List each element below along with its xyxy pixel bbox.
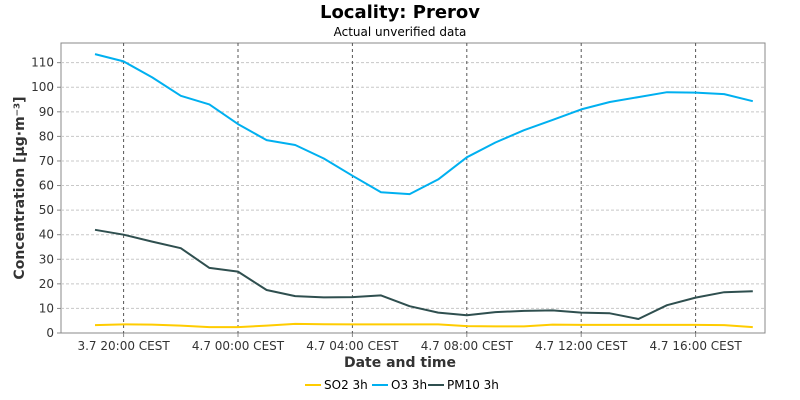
y-tick-label: 100 [31, 80, 54, 94]
y-tick-label: 80 [39, 129, 54, 143]
y-gridlines [61, 62, 765, 309]
series-line-o3-3h [94, 53, 754, 196]
series-line-pm10-3h [94, 228, 753, 320]
legend: SO2 3h O3 3h PM10 3h [305, 378, 499, 392]
y-tick-label: 110 [31, 56, 54, 70]
y-tick-label: 70 [39, 154, 54, 168]
x-tick-label: 4.7 08:00 CEST [421, 339, 514, 353]
chart-subtitle: Actual unverified data [334, 25, 467, 39]
legend-label: SO2 3h [324, 378, 368, 392]
x-axis-label: Date and time [344, 355, 456, 371]
series-line-so2-3h [94, 322, 753, 329]
x-tick-label: 4.7 04:00 CEST [306, 339, 399, 353]
y-tick-label: 90 [39, 105, 54, 119]
x-gridlines [123, 43, 697, 333]
x-tick-label: 4.7 12:00 CEST [535, 339, 628, 353]
legend-label: O3 3h [391, 378, 427, 392]
x-tick-label: 4.7 00:00 CEST [192, 339, 285, 353]
y-tick-label: 40 [39, 228, 54, 242]
plot-area [60, 42, 766, 334]
y-tick-label: 60 [39, 179, 54, 193]
y-tick-label: 0 [46, 326, 54, 340]
y-tick-label: 20 [39, 277, 54, 291]
y-axis-label: Concentration [µg·m⁻³] [12, 96, 28, 279]
series-lines [94, 53, 754, 329]
y-tick-label: 10 [39, 301, 54, 315]
y-tick-label: 50 [39, 203, 54, 217]
y-axis-ticks: 0 10 20 30 40 50 60 70 80 90 100 110 [31, 56, 61, 340]
legend-label: PM10 3h [447, 378, 499, 392]
y-tick-label: 30 [39, 252, 54, 266]
x-tick-label: 3.7 20:00 CEST [77, 339, 170, 353]
chart-title: Locality: Prerov [320, 2, 480, 23]
x-axis-ticks: 3.7 20:00 CEST 4.7 00:00 CEST 4.7 04:00 CE… [77, 333, 742, 353]
x-tick-label: 4.7 16:00 CEST [649, 339, 742, 353]
